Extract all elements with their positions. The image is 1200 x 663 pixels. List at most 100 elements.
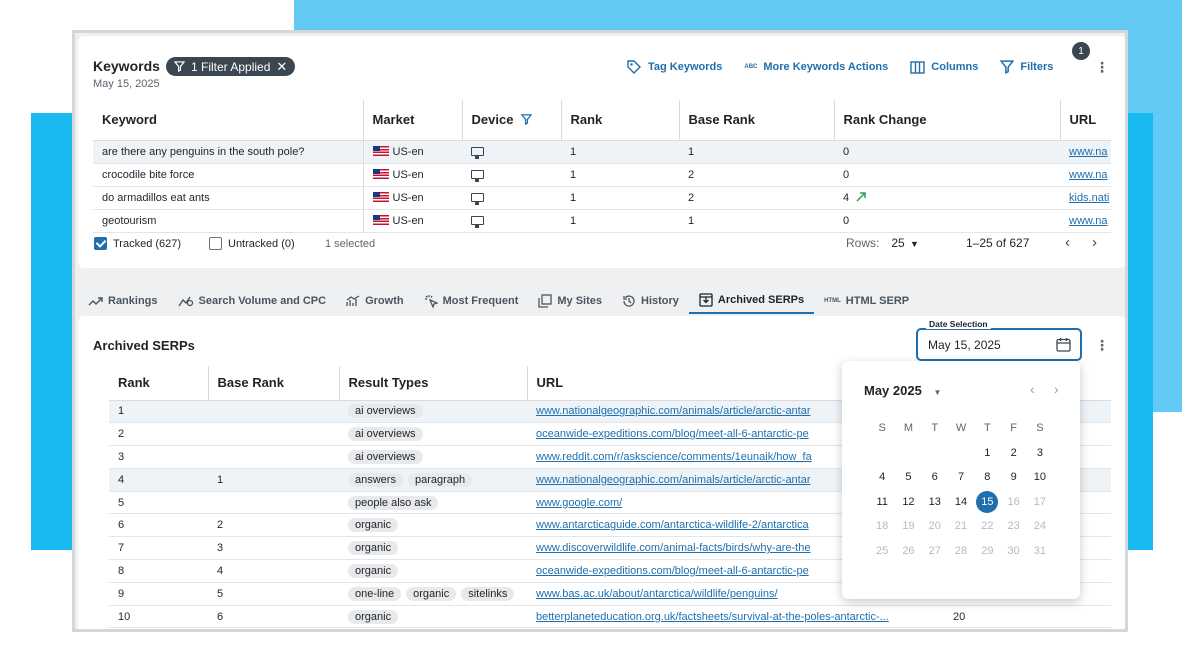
- column-header-device[interactable]: Device: [462, 100, 562, 141]
- calendar-day[interactable]: 5: [905, 471, 912, 484]
- tab-label: Most Frequent: [442, 295, 519, 307]
- kebab-menu-icon[interactable]: ⋮: [1095, 59, 1109, 75]
- url-link[interactable]: betterplaneteducation.org.uk/factsheets/…: [527, 605, 942, 629]
- url-link[interactable]: www.na: [1060, 140, 1111, 164]
- tab-history[interactable]: History: [612, 288, 689, 314]
- calendar-icon[interactable]: [1056, 337, 1071, 352]
- tab-my-sites[interactable]: My Sites: [528, 288, 612, 314]
- table-row[interactable]: 9 5 one-line organic sitelinks www.bas.ac.uk/…: [109, 582, 1111, 606]
- url-link[interactable]: oceanwide-expeditions.com/blog/meet-all-…: [527, 422, 942, 447]
- close-icon[interactable]: ✕: [276, 58, 288, 74]
- calendar-day[interactable]: 7: [957, 471, 965, 484]
- column-header-keyword[interactable]: Keyword: [93, 100, 364, 141]
- volume-icon: [177, 296, 193, 307]
- column-header-base-rank[interactable]: Base Rank: [679, 100, 835, 141]
- report-tabs: Rankings Search Volume and CPC Growth Mo…: [78, 288, 919, 314]
- keywords-title: Keywords: [93, 58, 160, 74]
- url-link[interactable]: oceanwide-expeditions.com/blog/meet-all-…: [527, 559, 942, 583]
- extra-cell: 20: [942, 605, 1111, 629]
- tab-rankings[interactable]: Rankings: [78, 288, 168, 314]
- untracked-filter[interactable]: Untracked (0): [209, 237, 295, 250]
- tab-most-frequent[interactable]: Most Frequent: [414, 288, 529, 314]
- calendar-day-selected[interactable]: 15: [974, 490, 1000, 515]
- kebab-menu-icon[interactable]: ⋮: [1095, 337, 1109, 353]
- device-cell: [462, 209, 561, 233]
- tag-keywords-button[interactable]: Tag Keywords: [626, 59, 722, 75]
- calendar-day[interactable]: 13: [928, 495, 941, 508]
- date-selection-field[interactable]: Date Selection May 15, 2025: [916, 319, 1082, 361]
- url-link[interactable]: www.bas.ac.uk/about/antarctica/wildlife/…: [527, 582, 942, 606]
- tab-search-volume[interactable]: Search Volume and CPC: [168, 288, 337, 314]
- tracked-filter[interactable]: Tracked (627): [94, 237, 181, 250]
- filter-chip-label: 1 Filter Applied: [191, 59, 271, 74]
- column-header-market[interactable]: Market: [363, 100, 463, 141]
- next-page-button[interactable]: ›: [1092, 234, 1097, 251]
- columns-button[interactable]: Columns: [910, 60, 978, 74]
- rank-change-cell: 0: [834, 209, 1060, 233]
- prev-page-button[interactable]: ‹: [1065, 234, 1070, 251]
- url-link[interactable]: www.google.com/: [527, 491, 942, 515]
- desktop-icon: [471, 192, 484, 205]
- tab-label: History: [641, 295, 679, 307]
- column-header-result-types[interactable]: Result Types: [339, 366, 528, 401]
- url-link[interactable]: www.na: [1060, 209, 1111, 233]
- filter-icon: [1000, 60, 1015, 74]
- filter-icon[interactable]: [520, 114, 533, 126]
- calendar-day[interactable]: 10: [1033, 471, 1047, 484]
- table-row[interactable]: are there any penguins in the south pole…: [93, 140, 1111, 164]
- filters-button[interactable]: Filters: [1000, 60, 1053, 74]
- calendar-day[interactable]: 4: [879, 471, 886, 484]
- rank-cell: 9: [109, 582, 208, 606]
- tracked-checkbox[interactable]: [94, 237, 107, 250]
- table-row[interactable]: 6 2 organic www.antarcticaguide.com/antarct…: [109, 513, 1111, 538]
- url-link[interactable]: www.discoverwildlife.com/animal-facts/bi…: [527, 536, 942, 561]
- calendar-day[interactable]: 1: [984, 446, 991, 459]
- calendar-day[interactable]: 11: [876, 495, 888, 508]
- html-icon: HTML: [824, 298, 841, 304]
- url-link[interactable]: kids.nati: [1060, 186, 1111, 210]
- calendar-day[interactable]: 2: [1010, 446, 1017, 459]
- calendar-day[interactable]: 8: [984, 471, 991, 484]
- column-header-rank[interactable]: Rank: [561, 100, 680, 141]
- weekday-label: F: [1010, 422, 1017, 435]
- tab-archived-serps[interactable]: Archived SERPs: [688, 288, 815, 314]
- url-link[interactable]: www.reddit.com/r/askscience/comments/1eu…: [527, 445, 942, 469]
- tab-growth[interactable]: Growth: [336, 288, 414, 314]
- table-row[interactable]: crocodile bite force US-en 1 2 0 www.na: [93, 163, 1111, 187]
- calendar-day[interactable]: 12: [902, 495, 915, 508]
- url-link[interactable]: www.na: [1060, 163, 1111, 187]
- url-link[interactable]: www.nationalgeographic.com/animals/artic…: [527, 468, 942, 492]
- weekday-label: T: [983, 422, 991, 435]
- prev-month-button[interactable]: ‹: [1030, 381, 1035, 397]
- base-rank-cell: 2: [208, 513, 339, 538]
- rank-change-cell: 0: [834, 140, 1060, 164]
- column-header-url[interactable]: URL: [1060, 100, 1111, 141]
- more-keywords-actions-button[interactable]: ABC More Keywords Actions: [744, 61, 888, 73]
- calendar-day[interactable]: 6: [931, 471, 938, 484]
- url-link[interactable]: www.antarcticaguide.com/antarctica-wildl…: [527, 513, 942, 538]
- calendar-day[interactable]: 9: [1010, 471, 1017, 484]
- tab-html-serp[interactable]: HTML HTML SERP: [814, 288, 919, 314]
- table-row[interactable]: do armadillos eat ants US-en 1 2 4 kids.…: [93, 186, 1111, 210]
- table-row[interactable]: 10 6 organic betterplaneteducation.org.uk/f…: [109, 605, 1111, 629]
- column-header-base-rank[interactable]: Base Rank: [208, 366, 340, 401]
- rows-per-page: Rows: 25 ▼: [846, 236, 919, 250]
- rows-select[interactable]: 25 ▼: [891, 236, 919, 250]
- arrow-up-right-icon: [856, 192, 866, 202]
- us-flag-icon: [372, 214, 389, 225]
- calendar-day[interactable]: 3: [1036, 446, 1043, 459]
- table-row[interactable]: geotourism US-en 1 1 0 www.na: [93, 209, 1111, 233]
- caret-down-icon: ▼: [910, 239, 919, 249]
- filter-chip[interactable]: 1 Filter Applied ✕: [166, 57, 296, 76]
- calendar-day[interactable]: 14: [954, 495, 968, 508]
- column-header-rank[interactable]: Rank: [109, 366, 209, 401]
- next-month-button[interactable]: ›: [1054, 381, 1059, 397]
- calendar-day: 20: [928, 520, 941, 533]
- calendar-empty-cell: [869, 441, 895, 466]
- url-link[interactable]: www.nationalgeographic.com/animals/artic…: [527, 400, 942, 424]
- untracked-checkbox[interactable]: [209, 237, 222, 250]
- column-header-rank-change[interactable]: Rank Change: [834, 100, 1061, 141]
- calendar-month-select[interactable]: May 2025 ▼: [864, 383, 941, 398]
- desktop-icon: [471, 215, 484, 228]
- base-rank-cell: [208, 491, 339, 515]
